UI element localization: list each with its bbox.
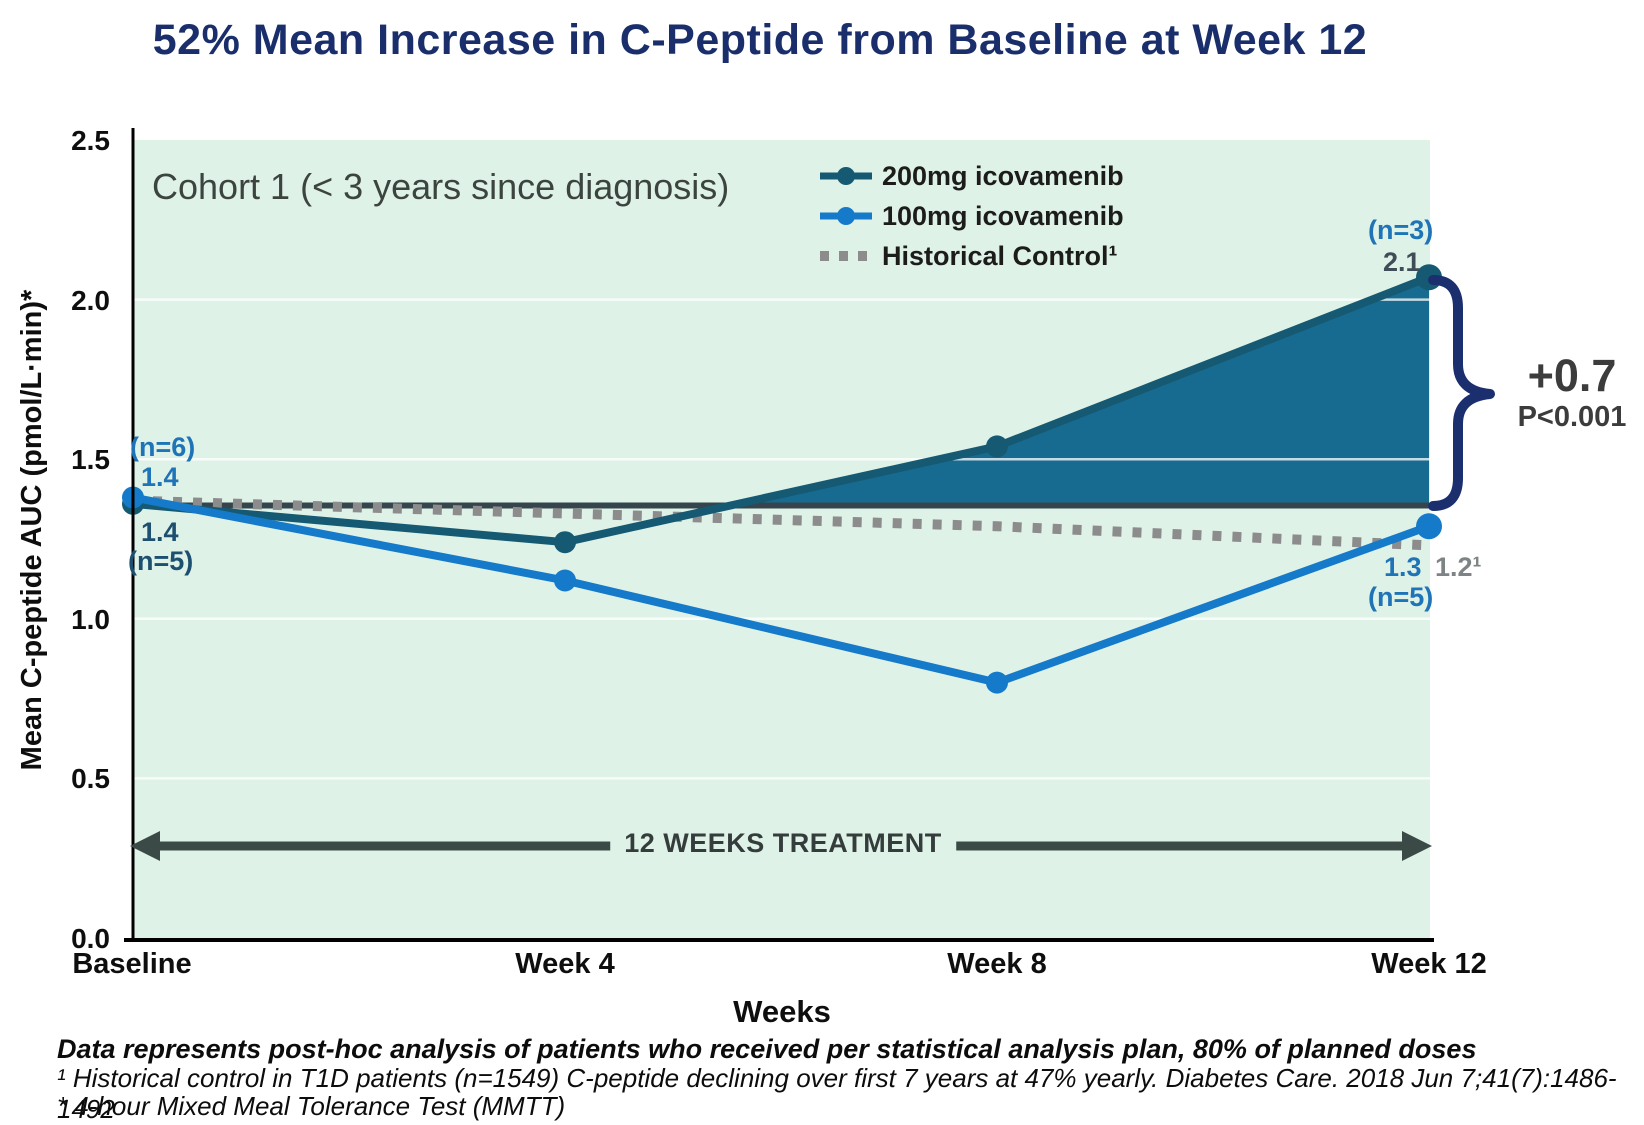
x-tick-baseline: Baseline xyxy=(72,948,192,980)
treatment-arrow-label: 12 WEEKS TREATMENT xyxy=(610,826,956,861)
week12-control-value-label: 1.2¹ xyxy=(1435,552,1482,582)
week12-100mg-n-label: (n=5) xyxy=(1368,582,1434,612)
difference-callout: +0.7 P<0.001 xyxy=(1497,352,1644,434)
baseline-100mg-value-label: 1.4 xyxy=(141,462,179,492)
y-axis-title: Mean C-peptide AUC (pmol/L·min)* xyxy=(16,289,48,771)
legend-item-historical: Historical Control¹ xyxy=(818,236,1124,276)
y-tick-2.5: 2.5 xyxy=(71,125,110,156)
y-tick-2.0: 2.0 xyxy=(71,285,110,316)
legend: 200mg icovamenib 100mg icovamenib Histor… xyxy=(818,156,1124,276)
footnote-mmtt: * 4-hour Mixed Meal Tolerance Test (MMTT… xyxy=(57,1091,566,1121)
chart-title: 52% Mean Increase in C-Peptide from Base… xyxy=(152,16,1368,64)
cohort-label: Cohort 1 (< 3 years since diagnosis) xyxy=(152,166,730,207)
x-tick-week8: Week 8 xyxy=(947,948,1047,980)
y-tick-0.5: 0.5 xyxy=(71,763,110,794)
y-tick-0.0: 0.0 xyxy=(71,923,110,954)
delta-value: +0.7 xyxy=(1527,350,1617,401)
legend-label-200mg: 200mg icovamenib xyxy=(882,160,1124,191)
p-value: P<0.001 xyxy=(1517,401,1627,433)
y-tick-1.0: 1.0 xyxy=(71,604,110,635)
legend-item-100mg: 100mg icovamenib xyxy=(818,196,1124,236)
baseline-200mg-value-label: 1.4 xyxy=(141,517,179,547)
footnote-analysis: Data represents post-hoc analysis of pat… xyxy=(57,1034,1477,1064)
x-tick-week12: Week 12 xyxy=(1371,948,1487,980)
y-tick-1.5: 1.5 xyxy=(71,444,110,475)
week12-200mg-value-label: 2.1 xyxy=(1383,247,1421,277)
legend-label-historical: Historical Control¹ xyxy=(882,240,1118,271)
week12-200mg-n-label: (n=3) xyxy=(1368,215,1434,245)
x-tick-week4: Week 4 xyxy=(515,948,615,980)
week12-100mg-value-label: 1.3 xyxy=(1384,552,1422,582)
line-dot-swatch-icon xyxy=(820,207,872,225)
baseline-200mg-n-label: (n=5) xyxy=(128,546,194,576)
legend-label-100mg: 100mg icovamenib xyxy=(882,200,1124,231)
baseline-100mg-n-label: (n=6) xyxy=(130,432,196,462)
footnote-historical: ¹ Historical control in T1D patients (n=… xyxy=(57,1063,1617,1124)
x-axis-title: Weeks xyxy=(733,994,831,1029)
legend-item-200mg: 200mg icovamenib xyxy=(818,156,1124,196)
dashed-line-swatch-icon xyxy=(820,251,870,261)
line-dot-swatch-icon xyxy=(820,167,872,185)
